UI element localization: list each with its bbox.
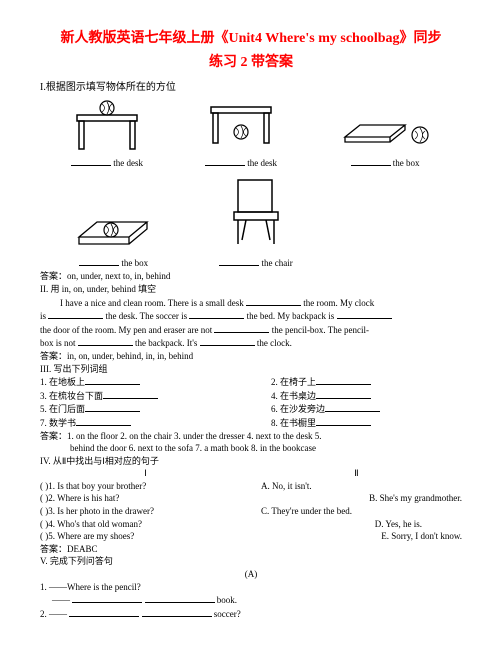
fig-desk-under: the desk [201, 97, 281, 168]
s4-d: D. Yes, he is. [240, 518, 462, 531]
figure-row-2: the box the chair [40, 172, 462, 268]
p2-4c: the clock. [257, 338, 292, 348]
s4-a: A. No, it isn't. [261, 480, 462, 493]
ans3a: 1. on the floor 2. on the chair 3. under… [67, 431, 321, 441]
s5-3: 2. —— [40, 609, 67, 619]
title-line1: 新人教版英语七年级上册《Unit4 Where's my schoolbag》同… [40, 30, 462, 48]
s3-3: 3. 在梳妆台下面 [40, 391, 103, 401]
s3-8: 8. 在书橱里 [271, 418, 316, 428]
p2-3: the door of the room. My pen and eraser … [40, 325, 212, 335]
p2-2c: the bed. My backpack is [247, 311, 335, 321]
s3-5: 5. 在门后面 [40, 404, 85, 414]
p2-4b: the backpack. It's [135, 338, 197, 348]
section5-label: V. 完成下列问答句 [40, 555, 462, 568]
cap2: the desk [247, 158, 277, 168]
cap3: the box [393, 158, 420, 168]
box-nextto-icon [335, 107, 435, 152]
cap1: the desk [113, 158, 143, 168]
ans1: on, under, next to, in, behind [67, 271, 170, 281]
fig-chair-behind: the chair [216, 172, 296, 268]
s5-3b: soccer? [214, 609, 241, 619]
ans1-label: 答案： [40, 271, 67, 281]
ans4: DEABC [67, 544, 98, 554]
ans3b: behind the door 6. next to the sofa 7. a… [40, 442, 462, 455]
title-line2: 练习 2 带答案 [40, 54, 462, 72]
s4-4: ( )4. Who's that old woman? [40, 518, 240, 531]
section4-label: IV. 从Ⅱ中找出与Ⅰ相对应的句子 [40, 455, 462, 468]
section2-label: II. 用 in, on, under, behind 填空 [40, 283, 462, 296]
s3-7: 7. 数学书 [40, 418, 76, 428]
s4-head-l: Ⅰ [40, 467, 251, 480]
s4-c: C. They're under the bed. [261, 505, 462, 518]
cap5: the chair [261, 258, 292, 268]
s5-2b: book. [217, 595, 237, 605]
figure-row-1: the desk the desk the box [40, 97, 462, 168]
s5-a: (A) [40, 568, 462, 581]
ans3-label: 答案： [40, 431, 67, 441]
s5-1: 1. ——Where is the pencil? [40, 581, 462, 594]
p2-2b: the desk. The soccer is [106, 311, 188, 321]
s4-e: E. Sorry, I don't know. [261, 530, 462, 543]
desk-on-icon [67, 97, 147, 152]
ans2-label: 答案： [40, 351, 67, 361]
p2-2: is [40, 311, 46, 321]
s5-2: —— [52, 595, 70, 605]
s3-4: 4. 在书桌边 [271, 391, 316, 401]
s3-2: 2. 在椅子上 [271, 377, 316, 387]
desk-under-icon [201, 97, 281, 152]
s4-head-r: Ⅱ [251, 467, 462, 480]
s3-1: 1. 在地板上 [40, 377, 85, 387]
p2-4: box is not [40, 338, 76, 348]
ans2: in, on, under, behind, in, in, behind [67, 351, 193, 361]
p2-1b: the room. My clock [303, 298, 374, 308]
ans4-label: 答案： [40, 544, 67, 554]
s3-6: 6. 在沙发旁边 [271, 404, 325, 414]
s4-3: ( )3. Is her photo in the drawer? [40, 505, 261, 518]
box-in-icon [69, 202, 159, 252]
fig-desk-on: the desk [67, 97, 147, 168]
section1-label: I.根据图示填写物体所在的方位 [40, 78, 462, 93]
s4-2: ( )2. Where is his hat? [40, 492, 261, 505]
s4-5: ( )5. Where are my shoes? [40, 530, 261, 543]
chair-behind-icon [216, 172, 296, 252]
s4-1: ( )1. Is that boy your brother? [40, 480, 261, 493]
p2-3b: the pencil-box. The pencil- [272, 325, 369, 335]
s4-b: B. She's my grandmother. [261, 492, 462, 505]
p2-1: I have a nice and clean room. There is a… [60, 298, 244, 308]
fig-box-in: the box [69, 202, 159, 268]
section3-label: III. 写出下列词组 [40, 363, 462, 376]
fig-box-nextto: the box [335, 107, 435, 168]
cap4: the box [121, 258, 148, 268]
